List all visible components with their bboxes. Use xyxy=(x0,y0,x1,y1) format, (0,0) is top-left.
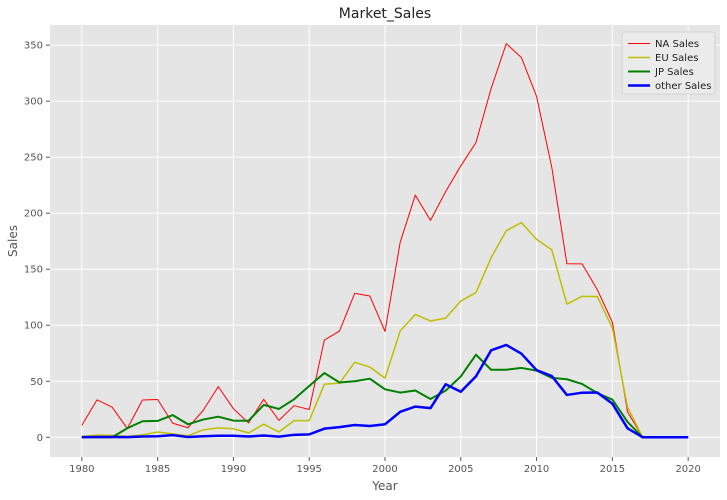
series-line-eu-sales xyxy=(81,221,689,439)
y-tick-label: 250 xyxy=(24,153,43,164)
chart-title: Market_Sales xyxy=(339,6,431,22)
x-tick-label: 1985 xyxy=(145,464,170,475)
x-tick-label: 2015 xyxy=(600,464,625,475)
series-lines xyxy=(81,43,689,439)
y-tick-label: 150 xyxy=(24,265,43,276)
legend-box xyxy=(621,31,716,95)
legend-label-eu-sales: EU Sales xyxy=(655,53,698,64)
grid-lines xyxy=(50,25,720,457)
legend-label-jp-sales: JP Sales xyxy=(654,67,694,78)
y-tick-label: 0 xyxy=(37,433,43,444)
y-tick-label: 350 xyxy=(24,41,43,52)
x-axis-label: Year xyxy=(371,479,397,493)
x-axis-ticks: 1980 1985 1990 1995 2000 2005 2010 2015 2020 xyxy=(69,457,701,475)
x-tick-label: 2010 xyxy=(524,464,549,475)
y-tick-label: 200 xyxy=(24,209,43,220)
y-tick-label: 300 xyxy=(24,97,43,108)
legend: NA Sales EU Sales JP Sales other Sales xyxy=(621,31,716,95)
x-tick-label: 2005 xyxy=(448,464,473,475)
series-line-jp-sales xyxy=(81,353,689,439)
y-tick-label: 100 xyxy=(24,321,43,332)
y-axis-label: Sales xyxy=(6,225,20,257)
legend-label-other-sales: other Sales xyxy=(655,81,711,92)
series-line-other-sales xyxy=(81,343,689,439)
x-tick-label: 2020 xyxy=(675,464,700,475)
series-line-na-sales xyxy=(81,43,689,438)
y-axis-ticks: 0 50 100 150 200 250 300 350 xyxy=(24,41,50,444)
x-tick-label: 1990 xyxy=(221,464,246,475)
x-tick-label: 2000 xyxy=(372,464,397,475)
legend-label-na-sales: NA Sales xyxy=(655,39,699,50)
y-tick-label: 50 xyxy=(30,377,43,388)
x-tick-label: 1980 xyxy=(69,464,94,475)
x-tick-label: 1995 xyxy=(296,464,321,475)
